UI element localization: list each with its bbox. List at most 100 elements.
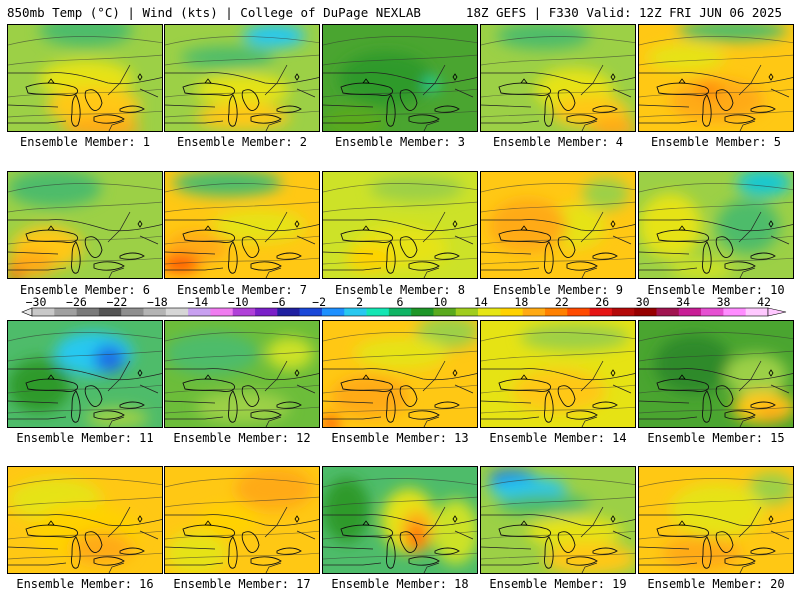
great-lake-outline	[386, 94, 396, 127]
great-lake-outline	[84, 531, 103, 553]
great-lake-outline	[386, 241, 396, 274]
temperature-region	[243, 25, 306, 48]
height-contour	[481, 350, 635, 362]
height-contour	[323, 54, 477, 66]
state-border	[422, 360, 474, 394]
great-lake-outline	[93, 261, 125, 271]
colorbar-swatch	[634, 308, 657, 316]
great-lake-outline	[71, 536, 81, 569]
ensemble-member-label: Ensemble Member: 20	[647, 577, 785, 591]
state-border	[481, 546, 540, 566]
ensemble-member-label: Ensemble Member: 17	[173, 577, 311, 591]
temperature-region	[180, 46, 275, 69]
state-border	[639, 104, 698, 124]
ensemble-member-map	[322, 171, 478, 279]
great-lake-outline	[276, 252, 302, 260]
great-lake-outline	[228, 536, 238, 569]
colorbar-swatch	[522, 308, 546, 316]
great-lake-outline	[750, 547, 776, 555]
city-marker	[452, 73, 458, 81]
height-contour	[8, 201, 162, 213]
state-border	[580, 211, 632, 245]
great-lake-outline	[434, 401, 460, 409]
height-contour	[639, 36, 793, 46]
temperature-region	[196, 73, 290, 106]
temperature-field	[639, 321, 793, 427]
great-lake-outline	[84, 89, 103, 111]
state-border	[639, 251, 698, 271]
height-contour	[481, 496, 635, 508]
city-marker	[362, 374, 370, 380]
state-border	[580, 506, 632, 540]
state-border	[107, 360, 159, 394]
state-border	[739, 416, 756, 427]
colorbar-swatch	[232, 308, 256, 316]
great-lake-outline	[724, 114, 756, 124]
colorbar-swatch	[98, 308, 122, 316]
state-border	[165, 514, 319, 527]
ensemble-member-label: Ensemble Member: 16	[16, 577, 154, 591]
state-border	[581, 562, 598, 573]
temperature-region	[211, 209, 306, 243]
colorbar-swatch	[611, 308, 635, 316]
temperature-region	[639, 193, 702, 259]
state-border	[107, 506, 159, 540]
height-contour	[165, 496, 319, 508]
height-contour	[8, 406, 162, 414]
state-border	[165, 251, 224, 271]
height-contour	[165, 110, 319, 118]
height-contour	[165, 257, 319, 265]
temperature-field	[481, 25, 635, 131]
state-border	[481, 104, 540, 124]
city-marker	[768, 220, 774, 228]
ensemble-member-label: Ensemble Member: 8	[334, 283, 466, 297]
ensemble-member-map	[322, 466, 478, 574]
colorbar-tick-label: −26	[66, 295, 87, 309]
great-lake-outline	[434, 252, 460, 260]
great-lake-outline	[592, 547, 618, 555]
colorbar-swatch	[478, 308, 501, 316]
temperature-region	[354, 337, 448, 370]
state-border	[738, 360, 790, 394]
state-border	[323, 104, 382, 124]
height-contour	[8, 88, 162, 98]
city-marker	[520, 520, 528, 526]
temperature-region	[165, 531, 228, 573]
ensemble-member-map	[480, 171, 636, 279]
height-contour	[481, 110, 635, 118]
great-lake-outline	[241, 531, 260, 553]
city-marker	[678, 374, 686, 380]
colorbar-swatch	[455, 308, 479, 316]
great-lake-outline	[399, 236, 418, 258]
state-border	[108, 267, 125, 278]
height-contour	[8, 478, 162, 488]
temperature-region	[47, 87, 141, 125]
state-border	[323, 219, 477, 232]
height-contour	[481, 530, 635, 540]
ensemble-member-map	[480, 466, 636, 574]
height-contour	[639, 384, 793, 394]
great-lake-outline	[715, 236, 734, 258]
state-border	[165, 368, 319, 381]
height-contour	[323, 183, 477, 193]
state-border	[639, 400, 698, 420]
height-contour	[481, 478, 635, 488]
ensemble-member-label: Ensemble Member: 4	[492, 135, 624, 149]
colorbar-swatch	[567, 308, 590, 316]
colorbar-swatch	[210, 308, 234, 316]
great-lake-outline	[557, 385, 576, 407]
colorbar-swatch	[54, 308, 77, 316]
height-contour	[639, 332, 793, 342]
height-contour	[323, 552, 477, 560]
temperature-region	[369, 174, 464, 202]
state-border	[423, 416, 440, 427]
temperature-region	[330, 375, 409, 419]
state-border	[581, 267, 598, 278]
height-contour	[165, 201, 319, 213]
state-border	[739, 562, 756, 573]
great-lake-outline	[557, 89, 576, 111]
city-marker	[362, 520, 370, 526]
city-marker	[520, 225, 528, 231]
height-contour	[165, 235, 319, 245]
colorbar-swatch	[32, 308, 55, 316]
